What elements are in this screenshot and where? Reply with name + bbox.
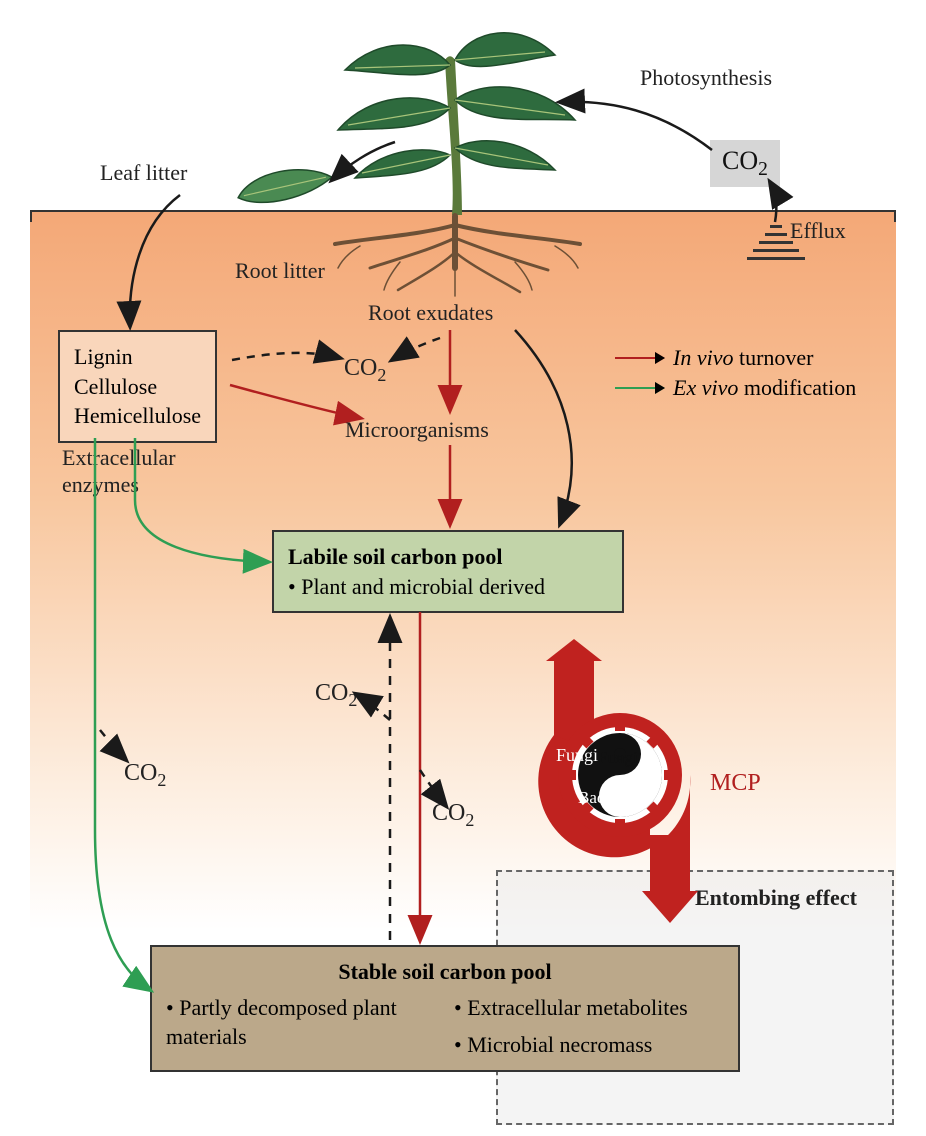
labile-b1: • Plant and microbial derived	[288, 572, 608, 602]
lignin-l1: Lignin	[74, 342, 201, 372]
co2-text: CO	[722, 146, 758, 175]
co2-sub-m: 2	[348, 690, 357, 710]
stable-b1: • Partly decomposed plant materials	[166, 993, 436, 1052]
mcp-bacteria: Bacteria	[578, 788, 635, 808]
legend-invivo-it: In vivo	[673, 345, 733, 370]
stable-b2: • Extracellular metabolites	[454, 993, 724, 1023]
co2-sub-lo: 2	[465, 810, 474, 830]
co2-label-lo: CO	[432, 800, 465, 826]
label-efflux: Efflux	[790, 218, 846, 244]
co2-sub-l: 2	[157, 770, 166, 790]
label-extracellular: Extracellular	[62, 445, 176, 471]
co2-sub-u: 2	[377, 365, 386, 385]
stable-b2-t: Extracellular metabolites	[467, 995, 688, 1020]
label-root-litter: Root litter	[235, 258, 325, 284]
label-microorganisms: Microorganisms	[345, 417, 489, 443]
co2-label-m: CO	[315, 680, 348, 706]
co2-label-l: CO	[124, 760, 157, 786]
legend: In vivo turnover Ex vivo modification	[615, 345, 856, 405]
legend-exvivo-post: modification	[738, 375, 856, 400]
label-fungi: Fungi	[556, 745, 598, 766]
label-root-exudates: Root exudates	[368, 300, 493, 326]
box-lignin: Lignin Cellulose Hemicellulose	[58, 330, 217, 443]
stable-title: Stable soil carbon pool	[166, 957, 724, 987]
co2-atmosphere-box: CO2	[710, 140, 780, 187]
box-stable: Stable soil carbon pool • Partly decompo…	[150, 945, 740, 1072]
label-enzymes: enzymes	[62, 472, 139, 498]
box-labile: Labile soil carbon pool • Plant and micr…	[272, 530, 624, 613]
label-co2-low: CO2	[432, 800, 474, 831]
mcp-fungi: Fungi	[598, 748, 638, 768]
stable-b1-t: Partly decomposed plant materials	[166, 995, 397, 1050]
lignin-l3: Hemicellulose	[74, 401, 201, 431]
label-co2-left: CO2	[124, 760, 166, 791]
legend-exvivo-it: Ex vivo	[673, 375, 738, 400]
label-co2-mid: CO2	[315, 680, 357, 711]
legend-invivo: In vivo turnover	[615, 345, 856, 371]
label-photosynthesis: Photosynthesis	[640, 65, 772, 91]
legend-exvivo: Ex vivo modification	[615, 375, 856, 401]
label-co2-upper: CO2	[344, 355, 386, 386]
co2-label-u: CO	[344, 355, 377, 381]
co2-sub: 2	[758, 159, 768, 180]
labile-title: Labile soil carbon pool	[288, 542, 608, 572]
stable-b3: • Microbial necromass	[454, 1030, 724, 1060]
label-leaf-litter: Leaf litter	[100, 160, 187, 186]
legend-invivo-post: turnover	[733, 345, 813, 370]
label-mcp: MCP	[710, 770, 761, 797]
stable-b3-t: Microbial necromass	[467, 1032, 652, 1057]
labile-b1-text: Plant and microbial derived	[301, 574, 545, 599]
lignin-l2: Cellulose	[74, 372, 201, 402]
